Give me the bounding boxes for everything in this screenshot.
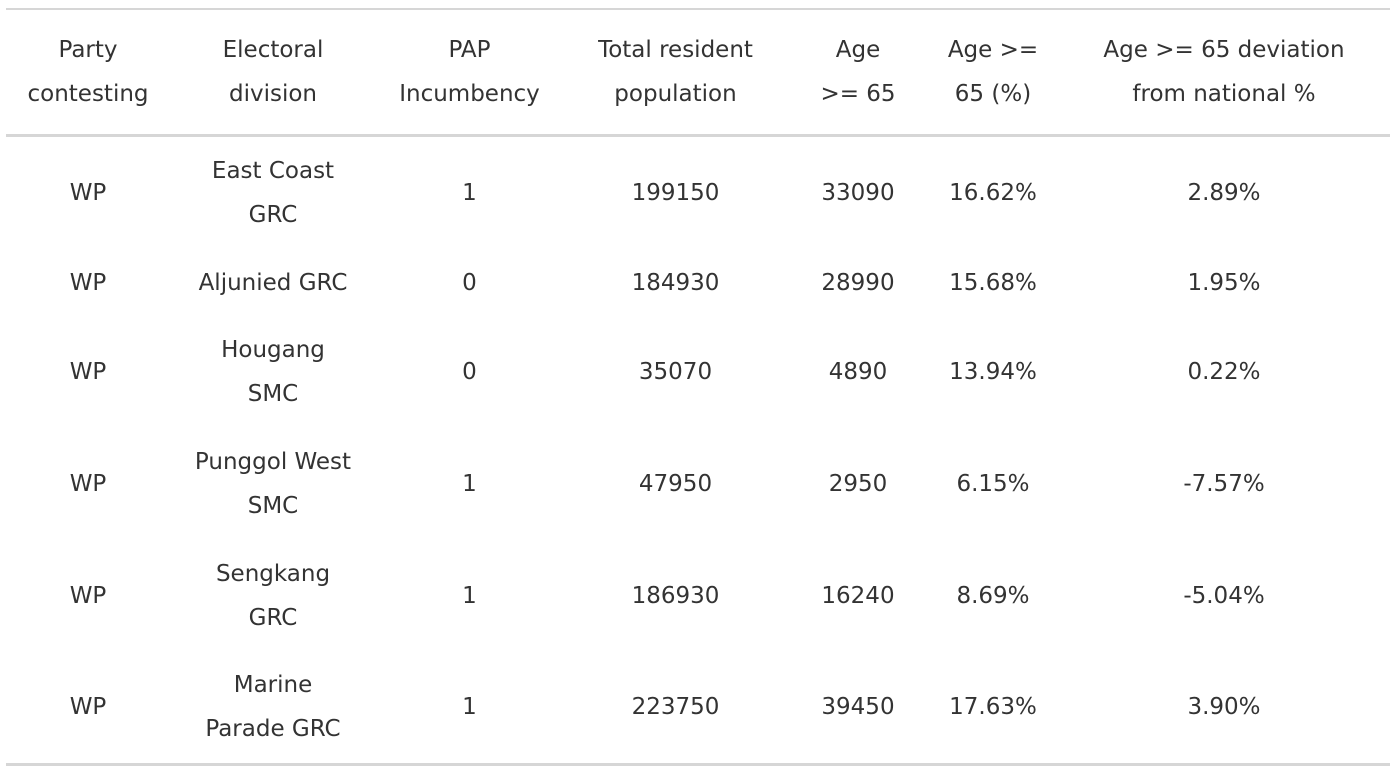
cell-age-65: 2950 bbox=[828, 471, 888, 497]
cell-pap-incumbency: 1 bbox=[462, 179, 477, 206]
cell-age-65-percent: 13.94% bbox=[949, 359, 1037, 385]
cell-age-65-percent: 6.15% bbox=[956, 471, 1030, 497]
cell-electoral-division: Marine Parade GRC bbox=[205, 672, 341, 743]
cell-age-65-percent: 8.69% bbox=[956, 583, 1030, 609]
header-pap-incumbency: PAP Incumbency bbox=[399, 36, 540, 107]
header-age-65-percent: Age >= 65 (%) bbox=[947, 36, 1039, 107]
cell-age-65-percent: 15.68% bbox=[949, 269, 1037, 296]
header-electoral-division: Electoral division bbox=[222, 36, 324, 107]
cell-deviation: 1.95% bbox=[1187, 269, 1261, 296]
cell-electoral-division: Punggol West SMC bbox=[194, 449, 352, 519]
cell-total-population: 184930 bbox=[631, 269, 720, 296]
cell-deviation: 0.22% bbox=[1187, 359, 1261, 385]
table-row: WP Sengkang GRC 1 186930 16240 8.69% -5.… bbox=[6, 540, 1390, 652]
table-row: WP Marine Parade GRC 1 223750 39450 17.6… bbox=[6, 652, 1390, 764]
cell-party: WP bbox=[69, 471, 107, 497]
cell-electoral-division: Hougang SMC bbox=[221, 337, 325, 407]
cell-total-population: 186930 bbox=[631, 583, 720, 609]
cell-age-65: 4890 bbox=[828, 359, 888, 385]
header-total-resident-population: Total resident population bbox=[598, 36, 753, 107]
cell-age-65: 33090 bbox=[821, 179, 895, 206]
cell-total-population: 199150 bbox=[631, 179, 720, 206]
table-row: WP Hougang SMC 0 35070 4890 13.94% 0.22% bbox=[6, 316, 1390, 428]
cell-age-65: 16240 bbox=[821, 583, 895, 609]
cell-party: WP bbox=[69, 269, 107, 296]
cell-age-65: 28990 bbox=[821, 269, 895, 296]
cell-total-population: 47950 bbox=[638, 471, 713, 497]
table-header: Party contesting Electoral division PAP … bbox=[6, 9, 1390, 135]
cell-party: WP bbox=[69, 583, 107, 609]
cell-electoral-division: Aljunied GRC bbox=[198, 269, 348, 296]
header-party-contesting: Party contesting bbox=[27, 36, 149, 107]
header-row: Party contesting Electoral division PAP … bbox=[6, 9, 1390, 135]
cell-pap-incumbency: 1 bbox=[462, 694, 477, 721]
cell-age-65-percent: 16.62% bbox=[949, 179, 1037, 206]
data-table-container: Party contesting Electoral division PAP … bbox=[6, 8, 1390, 766]
cell-party: WP bbox=[69, 359, 107, 385]
cell-age-65-percent: 17.63% bbox=[949, 694, 1037, 721]
cell-party: WP bbox=[69, 179, 107, 206]
table-row: WP Punggol West SMC 1 47950 2950 6.15% -… bbox=[6, 428, 1390, 540]
table-row: WP East Coast GRC 1 199150 33090 16.62% … bbox=[6, 135, 1390, 249]
cell-deviation: -5.04% bbox=[1183, 583, 1265, 609]
cell-total-population: 35070 bbox=[638, 359, 713, 385]
cell-electoral-division: East Coast GRC bbox=[211, 157, 335, 228]
header-deviation-from-national: Age >= 65 deviation from national % bbox=[1103, 36, 1345, 107]
cell-pap-incumbency: 1 bbox=[462, 471, 477, 497]
cell-pap-incumbency: 1 bbox=[462, 583, 477, 609]
cell-age-65: 39450 bbox=[821, 694, 895, 721]
cell-deviation: 3.90% bbox=[1187, 694, 1261, 721]
cell-deviation: 2.89% bbox=[1187, 179, 1261, 206]
electoral-division-table: Party contesting Electoral division PAP … bbox=[6, 8, 1390, 766]
table-body: WP East Coast GRC 1 199150 33090 16.62% … bbox=[6, 135, 1390, 764]
cell-deviation: -7.57% bbox=[1183, 471, 1265, 497]
cell-total-population: 223750 bbox=[631, 694, 720, 721]
table-row: WP Aljunied GRC 0 184930 28990 15.68% 1.… bbox=[6, 249, 1390, 316]
cell-pap-incumbency: 0 bbox=[462, 359, 477, 385]
cell-pap-incumbency: 0 bbox=[462, 269, 477, 296]
cell-party: WP bbox=[69, 694, 107, 721]
header-age-65: Age >= 65 bbox=[820, 36, 896, 107]
cell-electoral-division: Sengkang GRC bbox=[215, 561, 331, 631]
